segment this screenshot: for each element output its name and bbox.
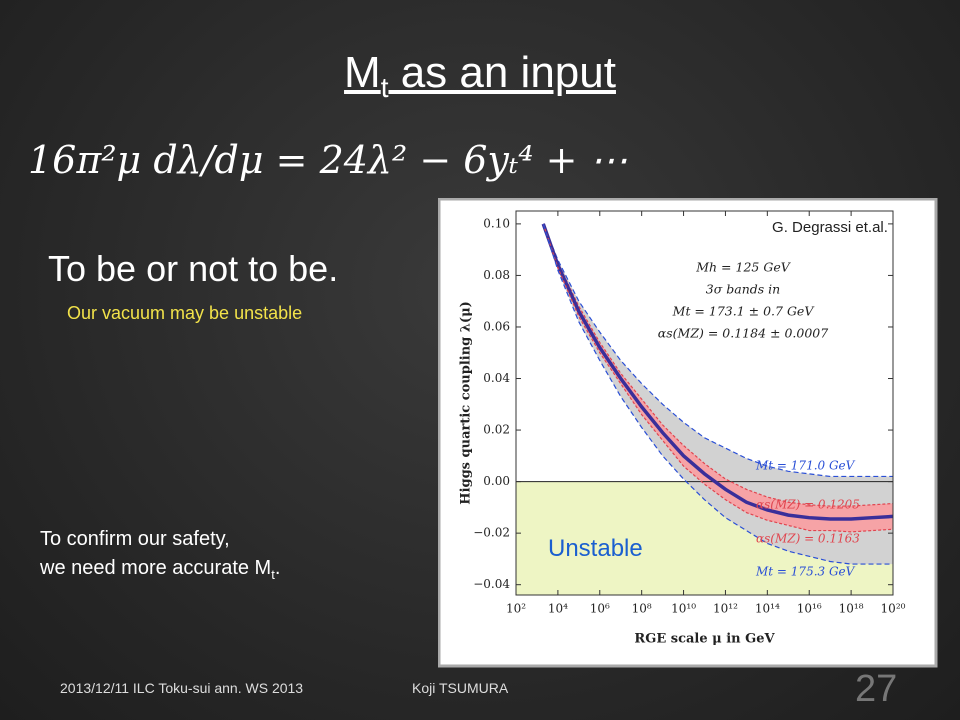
series-label: αs(MZ) = 0.1205 xyxy=(756,498,860,512)
band xyxy=(543,223,893,565)
y-tick-label: 0.00 xyxy=(483,474,510,488)
footer-date: 2013/12/11 ILC Toku-sui ann. WS 2013 xyxy=(60,680,304,696)
series-line xyxy=(542,223,893,478)
chart: Mt = 171.0 GeV αs(MZ) = 0.1205 αs(MZ) = 0.… xyxy=(438,198,938,668)
annotation: 3σ bands in xyxy=(706,282,780,297)
title-rest: as an input xyxy=(388,48,616,97)
slide-title: Mt as an input xyxy=(0,48,960,104)
x-tick-label: 10¹⁸ xyxy=(839,602,864,616)
body-main: we need more accurate M xyxy=(40,557,272,579)
region-label: Unstable xyxy=(548,535,643,562)
x-tick-label: 10¹⁴ xyxy=(755,602,780,616)
body-text: we need more accurate Mt. xyxy=(40,557,280,582)
y-tick-label: −0.04 xyxy=(473,577,510,591)
series-line xyxy=(542,223,893,533)
x-tick-label: 10⁴ xyxy=(548,602,568,616)
x-tick-label: 10⁸ xyxy=(632,602,652,616)
plot-area xyxy=(516,223,893,565)
annotation: Mt = 173.1 ± 0.7 GeV xyxy=(672,304,816,319)
annotation: αs(MZ) = 0.1184 ± 0.0007 xyxy=(658,326,828,341)
footer-author: Koji TSUMURA xyxy=(412,680,509,696)
equation: 16π²μ dλ/dμ = 24λ² − 6yₜ⁴ + ⋯ xyxy=(28,138,628,182)
page-number: 27 xyxy=(855,668,898,710)
y-tick-label: 0.10 xyxy=(483,216,510,230)
x-tick-label: 10¹⁶ xyxy=(797,602,822,616)
annotation: Mh = 125 GeV xyxy=(695,260,791,275)
y-tick-label: 0.04 xyxy=(483,371,510,385)
x-tick-label: 10⁶ xyxy=(590,602,610,616)
y-tick-label: 0.02 xyxy=(483,423,510,437)
title-main: M xyxy=(344,48,381,97)
series-line xyxy=(541,223,893,521)
y-tick-label: −0.02 xyxy=(473,526,510,540)
series-label: Mt = 171.0 GeV xyxy=(755,459,856,473)
plot-frame xyxy=(515,210,894,596)
series-line xyxy=(542,223,893,507)
credit: G. Degrassi et.al. xyxy=(772,219,888,236)
x-tick-label: 10²⁰ xyxy=(881,602,906,616)
x-tick-label: 10¹² xyxy=(713,602,738,616)
x-tick-label: 10¹⁰ xyxy=(671,602,696,616)
series-label: αs(MZ) = 0.1163 xyxy=(756,532,860,546)
x-axis-label: RGE scale μ in GeV xyxy=(634,632,775,647)
y-tick-label: 0.08 xyxy=(483,268,510,282)
y-axis-label: Higgs quartic coupling λ(μ) xyxy=(459,301,474,504)
y-tick-label: 0.06 xyxy=(483,319,510,333)
series-label: Mt = 175.3 GeV xyxy=(755,565,856,579)
body-sub: t xyxy=(271,567,275,582)
body-rest: . xyxy=(274,557,281,579)
title-sub: t xyxy=(380,71,389,103)
heading: To be or not to be. xyxy=(48,248,339,289)
subheading: Our vacuum may be unstable xyxy=(67,303,303,323)
series-line xyxy=(542,223,893,565)
body-text: To confirm our safety, xyxy=(40,528,230,550)
x-tick-label: 10² xyxy=(506,602,526,616)
